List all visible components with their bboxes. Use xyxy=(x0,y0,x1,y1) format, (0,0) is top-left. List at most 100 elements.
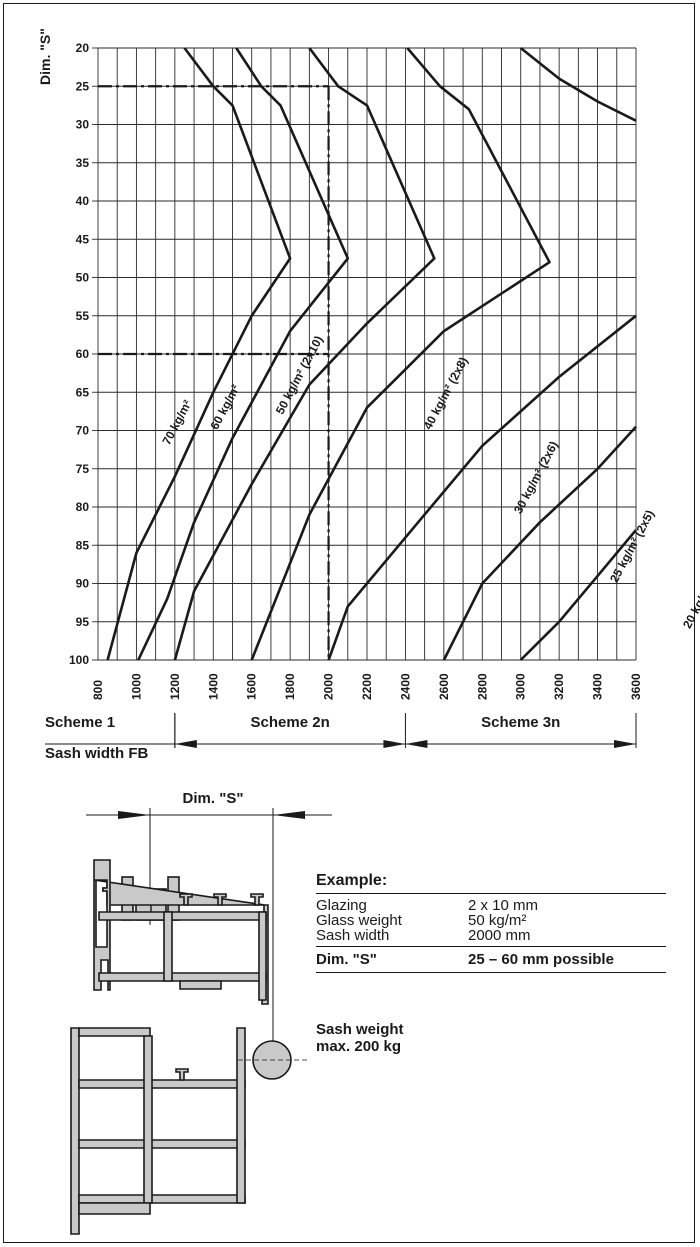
weight-curve xyxy=(250,47,551,661)
sash-weight-line-2: max. 200 kg xyxy=(316,1038,402,1055)
y-tick-label: 90 xyxy=(76,577,90,591)
x-tick-label: 3600 xyxy=(629,673,643,700)
x-tick-label: 1800 xyxy=(283,673,297,700)
x-tick-label: 3200 xyxy=(552,673,566,700)
curve-label: 20 kg/m² (2x4) xyxy=(680,554,700,631)
sash-chamber-bottom xyxy=(98,972,267,982)
x-tick-label: 2200 xyxy=(360,673,374,700)
weight-curve xyxy=(106,47,292,661)
x-tick-label: 1200 xyxy=(168,673,182,700)
sash-hook xyxy=(179,980,222,990)
x-tick-label: 2400 xyxy=(398,673,412,700)
sash-chamber-top xyxy=(98,911,267,921)
example-result-value: 25 – 60 mm possible xyxy=(468,951,614,968)
weight-curve xyxy=(519,529,637,661)
dimension-arrow-left xyxy=(118,811,150,819)
frame-clip xyxy=(175,1068,189,1081)
sash-weight-note: Sash weight max. 200 kg xyxy=(316,1021,404,1055)
scheme-label: Scheme 2n xyxy=(251,714,330,731)
sash-clip-3 xyxy=(250,893,264,906)
y-tick-label: 50 xyxy=(76,271,90,285)
frame-web xyxy=(143,1035,153,1204)
y-tick-label: 55 xyxy=(76,309,90,323)
frame-chamber-top xyxy=(78,1079,246,1089)
y-tick-label: 75 xyxy=(76,462,90,476)
sash-weight-line-1: Sash weight xyxy=(316,1021,404,1038)
curve-label: 30 kg/m² (2x6) xyxy=(511,439,561,516)
scheme-arrow-left xyxy=(174,740,197,748)
example-result-key: Dim. "S" xyxy=(316,951,377,968)
curve-label: 25 kg/m² (2x5) xyxy=(607,508,657,585)
example-row: Sash width 2000 mm xyxy=(316,928,666,943)
weight-curves xyxy=(106,46,637,661)
x-tick-labels: 800 1000 1200 1400 1600 1800 2000 2200 2400 2600 2… xyxy=(91,673,643,700)
y-tick-label: 60 xyxy=(76,347,90,361)
x-tick-label: 3000 xyxy=(514,673,528,700)
y-tick-label: 100 xyxy=(69,653,89,667)
profile-drawing: Dim. "S" xyxy=(70,790,332,1235)
example-value: 2 x 10 mm xyxy=(468,897,539,914)
sash-web xyxy=(163,911,173,982)
example-row: Glass weight 50 kg/m² xyxy=(316,913,666,928)
curve-label: 60 kg/m² xyxy=(207,382,242,432)
example-value: 50 kg/m² xyxy=(468,912,527,929)
weight-curve xyxy=(327,314,637,661)
sash-right-web xyxy=(258,911,267,1001)
x-tick-label: 2000 xyxy=(322,673,336,700)
frame-bottom-bar xyxy=(78,1194,246,1204)
weight-curve xyxy=(137,47,350,661)
x-tick-label: 1600 xyxy=(245,673,259,700)
example-key: Glazing xyxy=(316,897,367,914)
frame-right-web xyxy=(236,1027,246,1204)
scheme-arrow-right xyxy=(383,740,406,748)
scheme-arrow-right xyxy=(614,740,636,748)
example-key: Sash width xyxy=(316,927,390,944)
example-value: 2000 mm xyxy=(468,927,531,944)
x-tick-label: 3400 xyxy=(591,673,605,700)
page-frame xyxy=(3,3,695,1243)
weight-curve xyxy=(519,46,637,122)
weight-curve xyxy=(442,425,637,661)
y-tick-label: 95 xyxy=(76,615,90,629)
y-axis-title: Dim. "S" xyxy=(37,28,53,85)
dimension-arrow-right xyxy=(273,811,305,819)
frame-chamber-bottom xyxy=(78,1139,246,1149)
y-tick-label: 45 xyxy=(76,232,90,246)
dimension-label: Dim. "S" xyxy=(183,790,244,807)
frame-outer-left xyxy=(70,1027,80,1235)
sash-clip-2 xyxy=(213,893,227,906)
weight-curve xyxy=(173,47,436,661)
x-tick-label: 800 xyxy=(91,680,105,700)
scheme-arrow-left xyxy=(405,740,428,748)
x-tick-label: 1000 xyxy=(129,673,143,700)
x-tick-label: 2800 xyxy=(475,673,489,700)
y-tick-label: 70 xyxy=(76,424,90,438)
y-tick-label: 25 xyxy=(76,79,90,93)
example-result-row: Dim. "S" 25 – 60 mm possible xyxy=(316,946,666,973)
y-tick-label: 40 xyxy=(76,194,90,208)
scheme-label: Scheme 1 xyxy=(45,714,115,731)
x-tick-label: 1400 xyxy=(206,673,220,700)
y-tick-label: 80 xyxy=(76,500,90,514)
sash-outer-frame xyxy=(93,859,111,991)
scheme-bands: Scheme 1 Scheme 2n Scheme 3n xyxy=(45,713,637,748)
y-tick-label: 35 xyxy=(76,156,90,170)
curve-label: 70 kg/m² xyxy=(159,398,194,448)
frame-foot xyxy=(78,1202,151,1215)
example-row: Glazing 2 x 10 mm xyxy=(316,898,666,913)
example-title: Example: xyxy=(316,872,666,894)
example-reading-lines xyxy=(98,85,330,660)
frame-top-bar xyxy=(78,1027,151,1037)
example-key: Glass weight xyxy=(316,912,402,929)
sash-clip-1 xyxy=(179,893,193,906)
x-axis-title: Sash width FB xyxy=(45,745,149,762)
y-tick-label: 30 xyxy=(76,118,90,132)
y-tick-label: 65 xyxy=(76,385,90,399)
y-tick-labels: 20 25 30 35 40 45 50 55 60 65 70 75 80 85 90 95 100 xyxy=(69,41,89,667)
x-tick-label: 2600 xyxy=(437,673,451,700)
scheme-label: Scheme 3n xyxy=(481,714,560,731)
y-tick-label: 85 xyxy=(76,538,90,552)
curve-labels: 70 kg/m² 60 kg/m² 50 kg/m² (2x10) 40 kg/m² … xyxy=(159,333,700,630)
y-tick-label: 20 xyxy=(76,41,90,55)
